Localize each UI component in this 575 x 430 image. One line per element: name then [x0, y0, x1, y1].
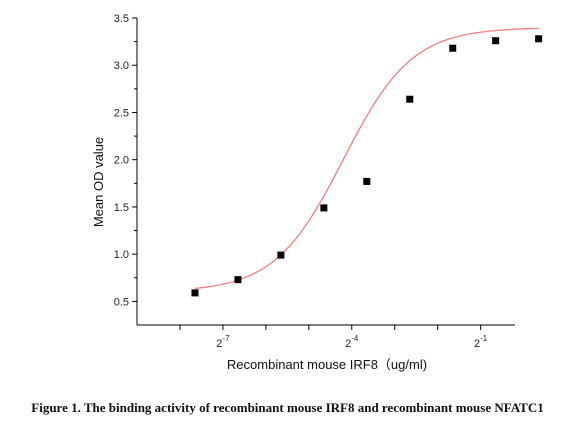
x-axis-title: Recombinant mouse IRF8（ug/ml): [227, 357, 427, 372]
data-point: [277, 251, 285, 259]
y-tick-label: 2.0: [114, 155, 129, 167]
fit-curve: [194, 27, 539, 290]
data-point: [234, 276, 242, 284]
data-point: [449, 44, 457, 52]
data-points: [191, 35, 543, 297]
y-tick-label: 3.0: [114, 60, 129, 72]
data-point: [191, 289, 199, 297]
y-tick-label: 0.5: [114, 296, 129, 308]
data-point: [320, 204, 328, 212]
x-tick-label: 2-7: [216, 334, 230, 350]
data-point: [535, 35, 543, 43]
y-tick-label: 1.0: [114, 249, 129, 261]
data-point: [363, 177, 371, 185]
x-tick-label: 2-1: [474, 334, 488, 350]
y-tick-label: 1.5: [114, 202, 129, 214]
data-point: [492, 37, 500, 45]
axes: 0.5 1.0 1.5 2.0 2.5 3.0 3.5 2-7 2-4 2-1: [114, 13, 515, 350]
y-tick-label: 2.5: [114, 107, 129, 119]
y-axis-title: Mean OD value: [91, 137, 106, 227]
data-point: [406, 95, 414, 103]
y-tick-label: 3.5: [114, 13, 129, 25]
figure-caption: Figure 1. The binding activity of recomb…: [31, 400, 544, 415]
x-tick-label: 2-4: [345, 334, 359, 350]
